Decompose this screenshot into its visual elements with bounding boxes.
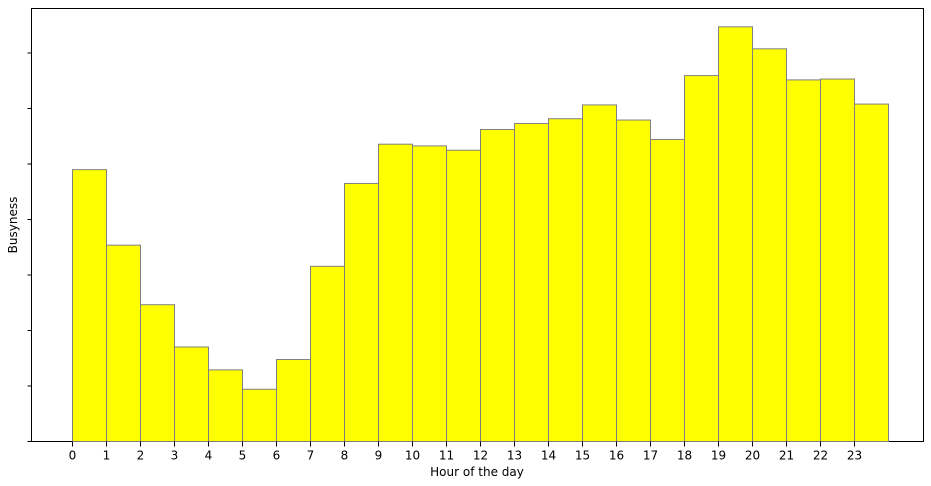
x-tick-label: 11 (439, 449, 454, 463)
x-tick-label: 14 (541, 449, 556, 463)
x-tick-label: 2 (137, 449, 145, 463)
x-tick-label: 12 (473, 449, 488, 463)
x-axis-ticks: 0 1 2 3 4 5 6 7 8 9 10 11 12 13 14 15 16 17 18 19 20 21 22 23 (69, 441, 862, 463)
x-tick-label: 13 (507, 449, 522, 463)
x-tick-label: 9 (375, 449, 383, 463)
y-axis-ticks (27, 52, 32, 442)
x-axis-label: Hour of the day (430, 465, 524, 479)
x-tick-label: 23 (847, 449, 862, 463)
x-tick-label: 4 (205, 449, 213, 463)
bar-hour-8 (344, 182, 379, 442)
bar-hour-7 (310, 265, 345, 442)
bar-hour-15 (582, 104, 617, 443)
bar-hour-22 (820, 78, 855, 442)
x-tick-label: 10 (405, 449, 420, 463)
x-tick-label: 20 (745, 449, 760, 463)
bar-hour-9 (378, 143, 413, 442)
x-tick-label: 19 (711, 449, 726, 463)
bar-hour-4 (208, 369, 243, 442)
x-tick-label: 3 (171, 449, 179, 463)
bar-hour-5 (242, 388, 277, 443)
bar-hour-6 (276, 359, 311, 443)
bar-hour-2 (140, 304, 175, 443)
x-tick-label: 16 (609, 449, 624, 463)
bar-hour-10 (412, 145, 447, 443)
x-tick-label: 5 (239, 449, 247, 463)
bar-hour-13 (514, 122, 549, 442)
x-tick-label: 18 (677, 449, 692, 463)
bar-series (72, 26, 889, 443)
bar-hour-16 (616, 119, 651, 442)
bar-hour-18 (684, 75, 719, 442)
x-tick-label: 22 (813, 449, 828, 463)
bar-hour-21 (786, 79, 821, 442)
bar-hour-14 (548, 118, 583, 442)
x-tick-label: 0 (69, 449, 77, 463)
bar-hour-0 (72, 169, 107, 442)
x-tick-label: 7 (307, 449, 315, 463)
x-tick-label: 15 (575, 449, 590, 463)
y-axis-label: Busyness (6, 197, 20, 254)
bar-hour-19 (718, 26, 753, 443)
bar-hour-23 (854, 103, 889, 443)
bar-hour-20 (752, 48, 787, 443)
x-tick-label: 17 (643, 449, 658, 463)
x-tick-label: 8 (341, 449, 349, 463)
x-tick-label: 6 (273, 449, 281, 463)
bar-hour-3 (174, 346, 209, 442)
bar-hour-1 (106, 244, 141, 442)
bar-hour-12 (480, 129, 515, 442)
bar-hour-17 (650, 138, 685, 442)
x-tick-label: 1 (103, 449, 111, 463)
bar-hour-11 (446, 149, 481, 443)
x-tick-label: 21 (779, 449, 794, 463)
